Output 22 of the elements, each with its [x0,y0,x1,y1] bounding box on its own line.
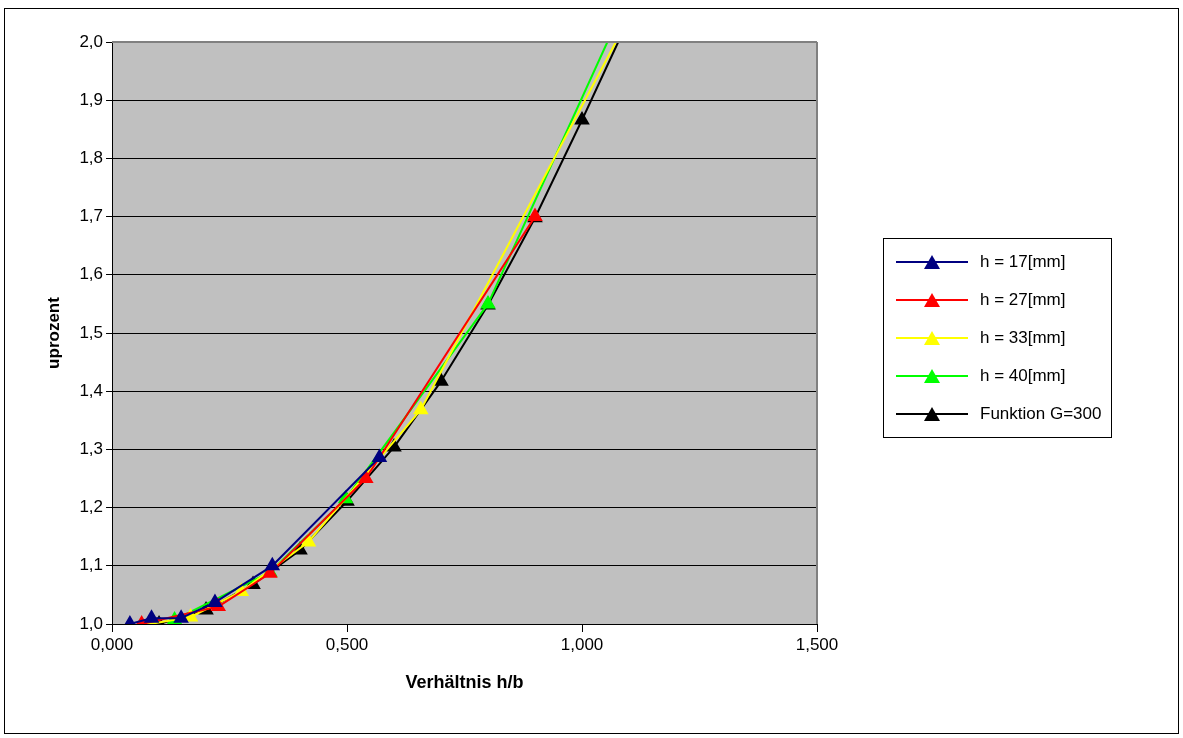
y-tick-label: 1,6 [79,264,104,284]
legend-label: h = 40[mm] [980,366,1066,386]
x-axis-title: Verhältnis h/b [405,672,524,693]
x-tick-label: 0,000 [90,634,134,654]
y-tick-label: 1,9 [79,89,104,109]
y-tick-label: 1,5 [79,322,104,342]
y-tick-label: 1,3 [79,439,104,459]
legend-label: h = 33[mm] [980,328,1066,348]
y-tick-label: 1,4 [79,380,104,400]
x-tick-label: 1,500 [795,634,839,654]
y-tick-label: 1,1 [79,555,104,575]
y-tick-label: 1,2 [79,497,104,517]
y-tick-label: 1,7 [79,206,104,226]
legend-label: h = 17[mm] [980,252,1066,272]
x-tick-label: 1,000 [560,634,604,654]
legend-label: h = 27[mm] [980,290,1066,310]
legend-label: Funktion G=300 [980,404,1102,424]
y-axis-title: uprozent [43,296,63,369]
y-tick-label: 2,0 [79,31,104,51]
x-tick-label: 0,500 [325,634,369,654]
y-tick-label: 1,0 [79,613,104,633]
y-tick-label: 1,8 [79,148,104,168]
